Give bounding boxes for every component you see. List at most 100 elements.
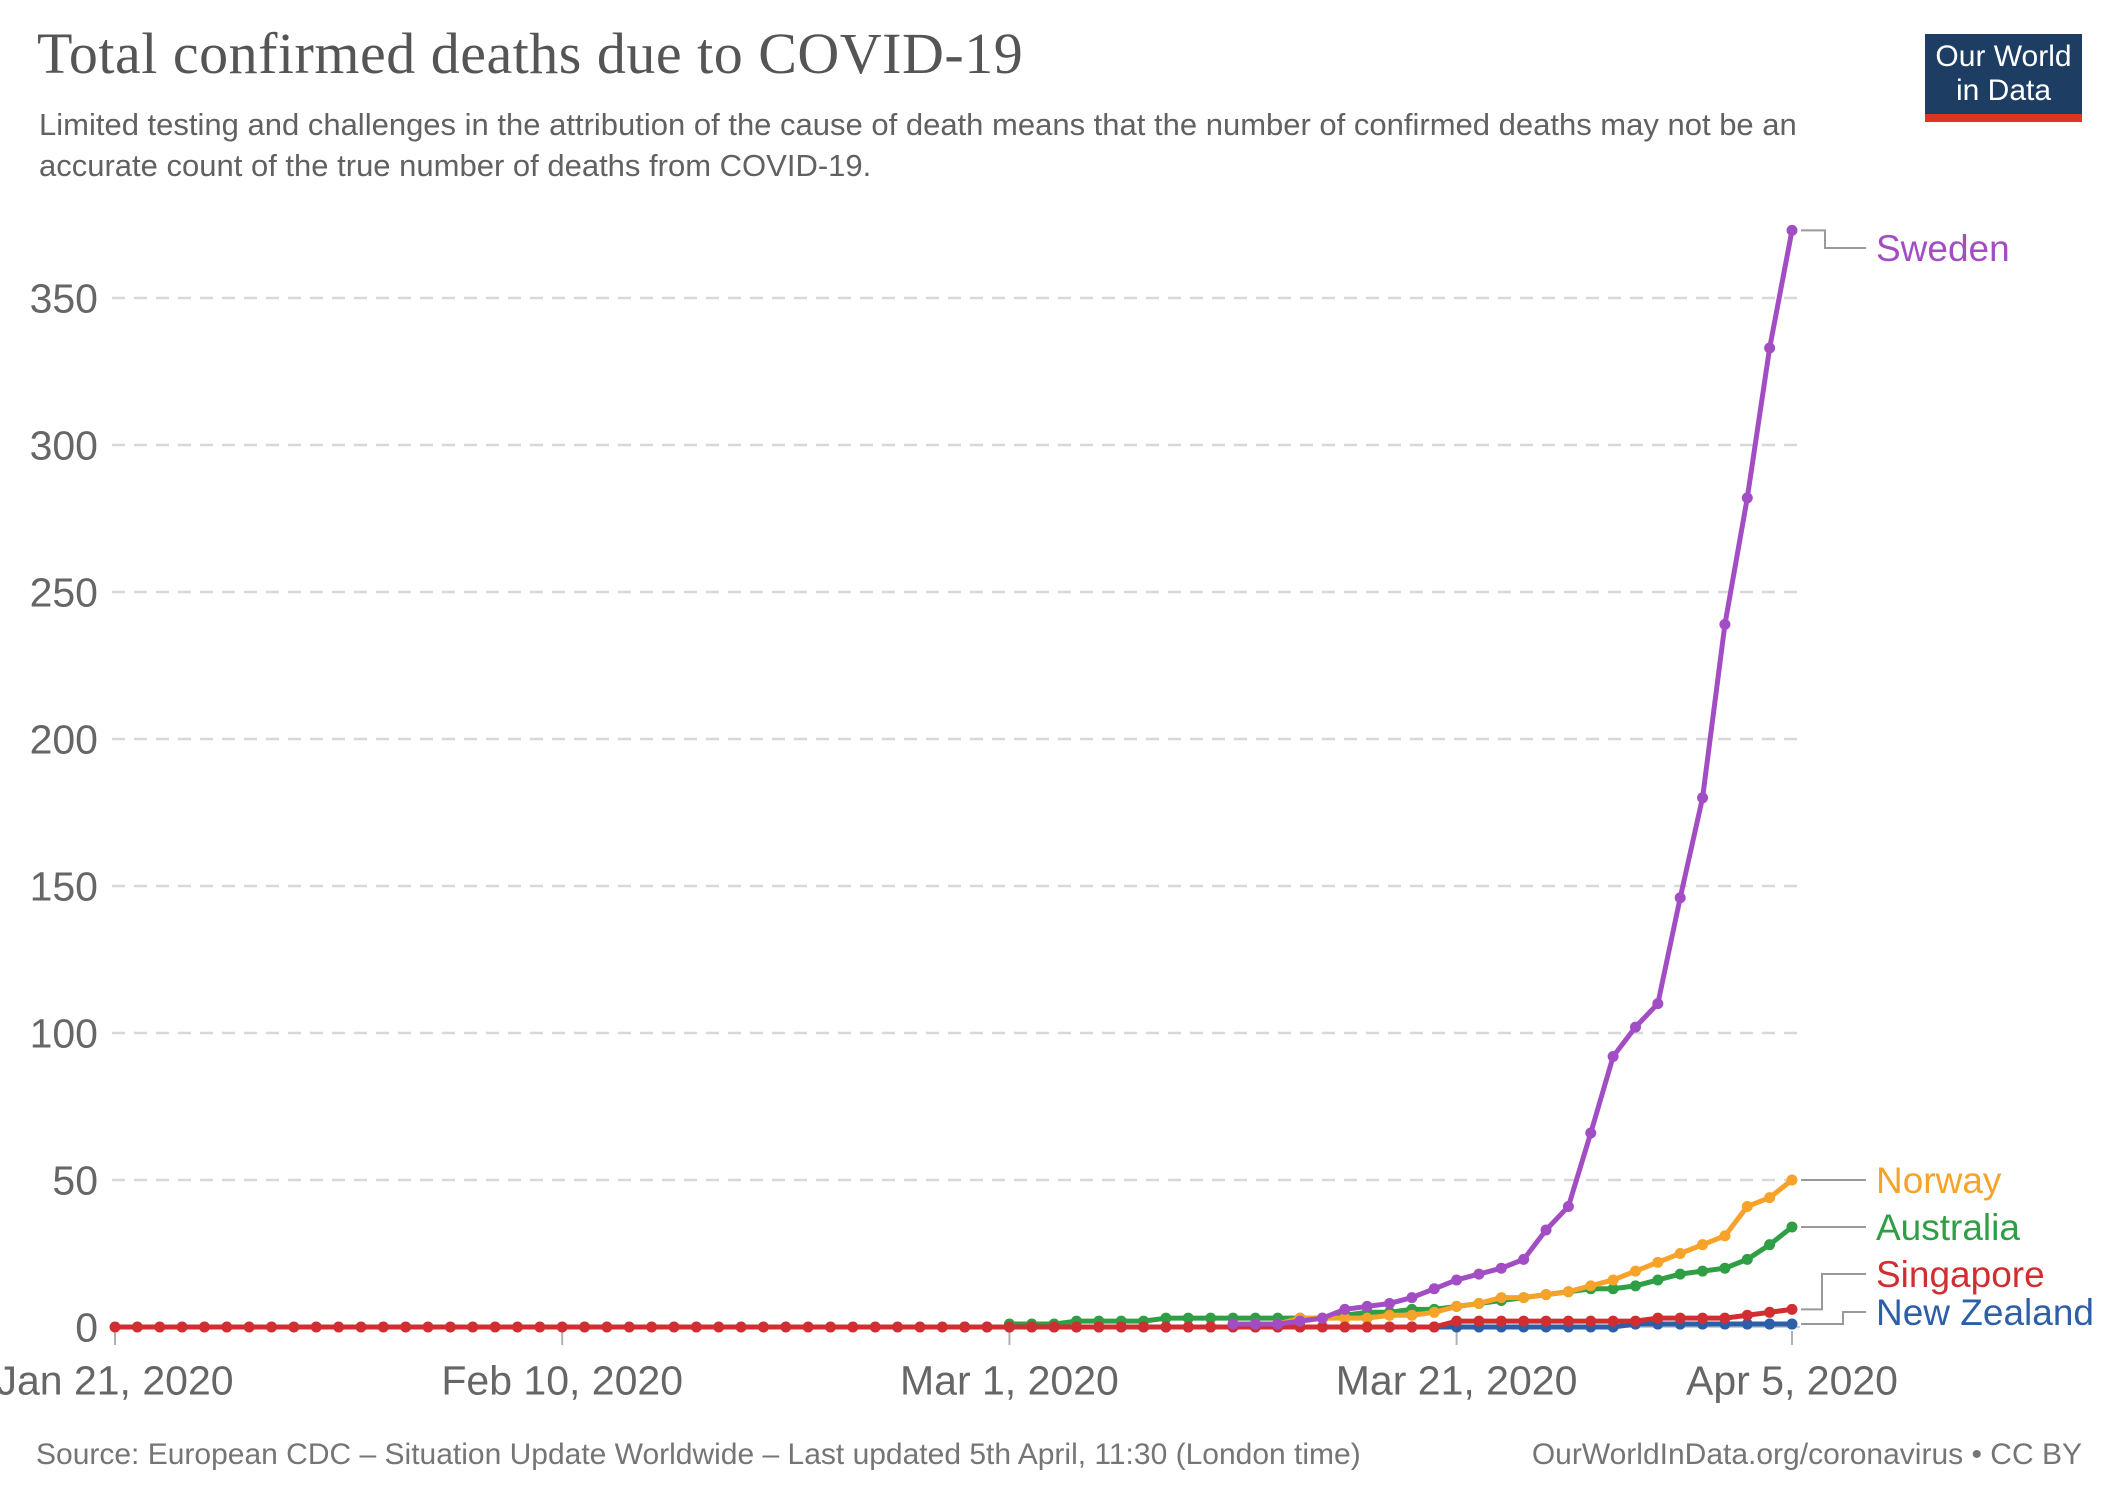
data-point (1697, 1265, 1709, 1277)
data-point (646, 1321, 658, 1333)
data-point (1540, 1315, 1552, 1327)
data-point (690, 1321, 702, 1333)
series-dots-norway (1249, 1174, 1798, 1330)
data-point (176, 1321, 188, 1333)
data-point (1786, 1174, 1798, 1186)
data-point (489, 1321, 501, 1333)
data-point (1070, 1321, 1082, 1333)
data-point (1495, 1292, 1507, 1304)
data-point (1719, 1312, 1731, 1324)
data-point (243, 1321, 255, 1333)
data-point (511, 1321, 523, 1333)
data-point (1674, 1312, 1686, 1324)
data-point (1607, 1283, 1619, 1295)
owid-logo-red-strip (1925, 114, 2082, 122)
x-axis-label-2020-01-21: Jan 21, 2020 (0, 1357, 234, 1403)
data-point (1272, 1318, 1284, 1330)
data-point (1138, 1321, 1150, 1333)
data-point (1115, 1321, 1127, 1333)
data-point (355, 1321, 367, 1333)
data-point (154, 1321, 166, 1333)
owid-logo-line2: in Data (1955, 74, 2052, 107)
data-point (1473, 1268, 1485, 1280)
data-point (1361, 1312, 1373, 1324)
data-point (1160, 1312, 1172, 1324)
data-point (1406, 1309, 1418, 1321)
owid-logo[interactable]: Our World in Data (1925, 34, 2082, 122)
data-point (1227, 1318, 1239, 1330)
data-point (1697, 792, 1709, 804)
data-point (1339, 1321, 1351, 1333)
data-point (221, 1321, 233, 1333)
data-point (1361, 1300, 1373, 1312)
source-note: Source: European CDC – Situation Update … (36, 1438, 1361, 1471)
data-point (1406, 1321, 1418, 1333)
data-point (914, 1321, 926, 1333)
data-point (1741, 1309, 1753, 1321)
data-point (1674, 1248, 1686, 1259)
data-point (601, 1321, 613, 1333)
legend-connector-sweden (1801, 229, 1866, 249)
data-point (735, 1321, 747, 1333)
data-point (802, 1321, 814, 1333)
data-point (1003, 1321, 1015, 1333)
data-point (1406, 1292, 1418, 1304)
legend-label-australia[interactable]: Australia (1876, 1207, 2020, 1248)
data-point (1674, 892, 1686, 904)
data-point (1182, 1312, 1194, 1324)
series-line-sweden (1230, 227, 1795, 1327)
data-point (1384, 1309, 1396, 1321)
x-axis-label-2020-03-21: Mar 21, 2020 (1336, 1357, 1578, 1403)
legend-label-norway[interactable]: Norway (1876, 1160, 2002, 1201)
legend-label-sweden[interactable]: Sweden (1876, 228, 2010, 269)
credit-link[interactable]: OurWorldInData.org/coronavirus • CC BY (1531, 1438, 2082, 1471)
data-point (1249, 1318, 1261, 1330)
data-point (1764, 1306, 1776, 1318)
data-point (1629, 1265, 1641, 1277)
data-point (1697, 1239, 1709, 1251)
y-axis-label-300: 300 (30, 422, 98, 468)
data-point (959, 1321, 971, 1333)
data-point (936, 1321, 948, 1333)
data-point (1451, 1274, 1463, 1286)
data-point (1585, 1280, 1597, 1292)
data-point (1384, 1297, 1396, 1309)
data-point (757, 1321, 769, 1333)
data-point (579, 1321, 591, 1333)
data-point (377, 1321, 389, 1333)
data-point (1540, 1224, 1552, 1236)
legend-label-singapore[interactable]: Singapore (1876, 1254, 2045, 1295)
y-axis-label-250: 250 (30, 569, 98, 615)
data-point (467, 1321, 479, 1333)
y-axis-label-350: 350 (30, 275, 98, 321)
data-point (1316, 1312, 1328, 1324)
data-point (266, 1321, 278, 1333)
data-point (1316, 1321, 1328, 1333)
data-point (1428, 1283, 1440, 1295)
page-subtitle: Limited testing and challenges in the at… (39, 107, 1797, 183)
data-point (869, 1321, 881, 1333)
y-axis-label-150: 150 (30, 863, 98, 909)
data-point (422, 1321, 434, 1333)
data-point (847, 1321, 859, 1333)
data-point (1652, 1256, 1664, 1268)
data-point (1629, 1280, 1641, 1292)
data-point (1495, 1262, 1507, 1274)
y-axis-label-200: 200 (30, 716, 98, 762)
x-axis-label-2020-04-05: Apr 5, 2020 (1686, 1357, 1898, 1403)
series-dots-sweden (1227, 224, 1798, 1330)
data-point (1428, 1306, 1440, 1318)
data-point (1518, 1292, 1530, 1304)
legend-label-new-zealand[interactable]: New Zealand (1876, 1292, 2094, 1333)
data-point (825, 1321, 837, 1333)
data-point (1764, 1192, 1776, 1204)
data-point (131, 1321, 143, 1333)
data-point (1562, 1315, 1574, 1327)
data-point (1764, 342, 1776, 354)
data-point (1495, 1315, 1507, 1327)
series-line-australia (1006, 1224, 1795, 1327)
data-point (1518, 1253, 1530, 1265)
data-point (1093, 1321, 1105, 1333)
data-point (1741, 1253, 1753, 1265)
